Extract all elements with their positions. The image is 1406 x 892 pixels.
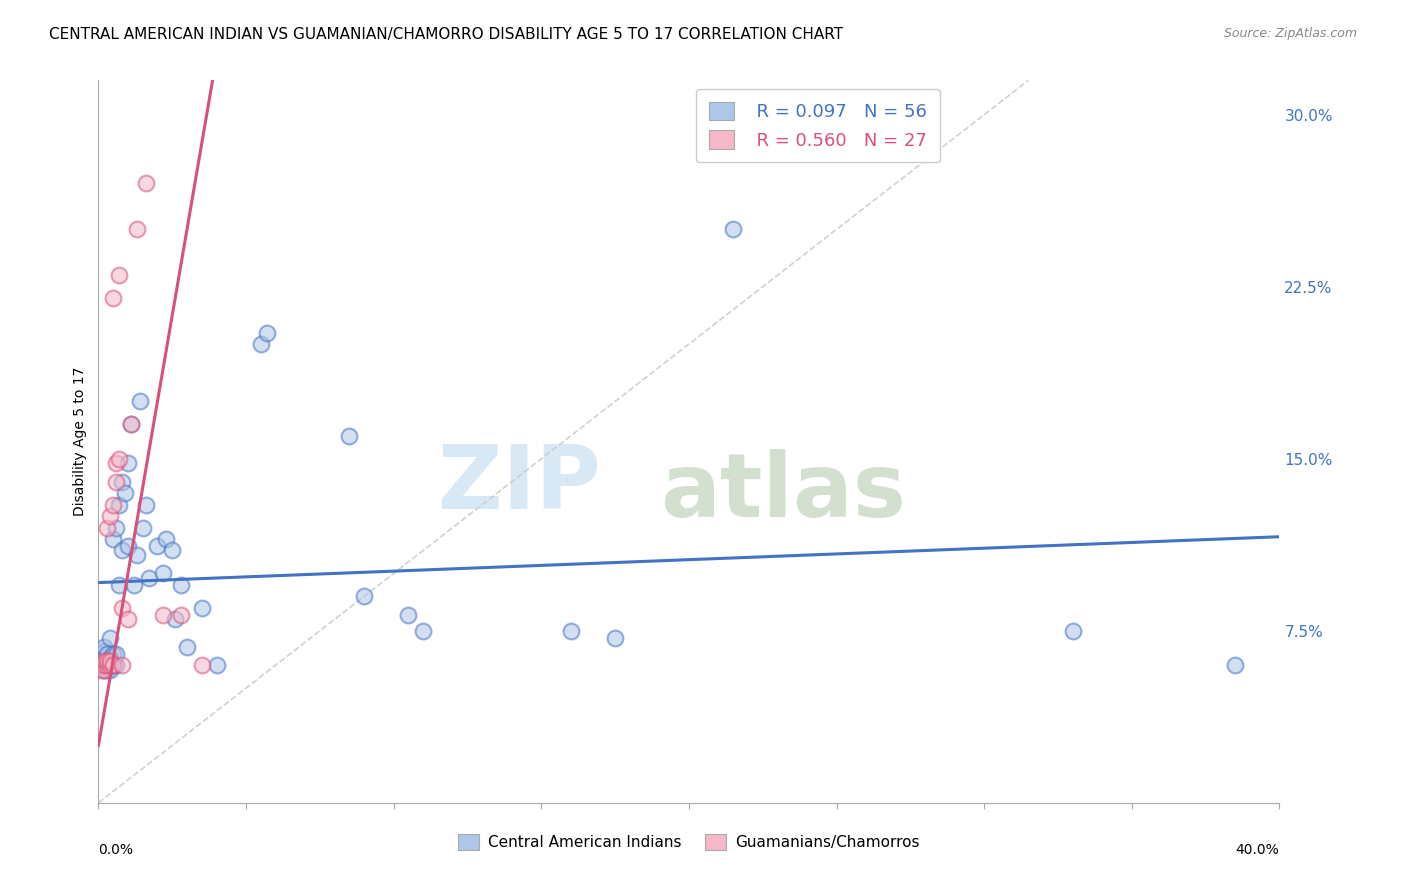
Point xyxy=(176,640,198,654)
Point xyxy=(111,600,134,615)
Point xyxy=(256,326,278,340)
Point xyxy=(103,658,125,673)
Point xyxy=(155,532,177,546)
Point xyxy=(250,337,273,351)
Point xyxy=(98,663,121,677)
Point xyxy=(93,658,115,673)
Point xyxy=(117,539,139,553)
Point xyxy=(205,658,228,673)
Point xyxy=(723,222,745,236)
Point xyxy=(191,658,214,673)
Point xyxy=(125,222,148,236)
Point xyxy=(170,578,193,592)
Point xyxy=(111,475,134,489)
Text: ZIP: ZIP xyxy=(437,442,600,528)
Point xyxy=(108,578,131,592)
Text: 40.0%: 40.0% xyxy=(1236,843,1279,856)
Point xyxy=(96,654,118,668)
Point xyxy=(152,607,174,622)
Point xyxy=(93,654,115,668)
Point xyxy=(111,543,134,558)
Point xyxy=(114,486,136,500)
Point xyxy=(1062,624,1084,638)
Point xyxy=(96,520,118,534)
Point xyxy=(105,456,128,470)
Point xyxy=(96,654,118,668)
Point xyxy=(111,658,134,673)
Point xyxy=(98,651,121,665)
Point xyxy=(560,624,582,638)
Point xyxy=(132,520,155,534)
Text: 0.0%: 0.0% xyxy=(98,843,134,856)
Point xyxy=(1225,658,1247,673)
Point xyxy=(103,498,125,512)
Point xyxy=(353,590,375,604)
Point xyxy=(96,663,118,677)
Point xyxy=(165,612,187,626)
Point xyxy=(117,456,139,470)
Point xyxy=(108,451,131,466)
Point xyxy=(162,543,183,558)
Point xyxy=(93,644,115,658)
Point xyxy=(339,429,361,443)
Point xyxy=(128,394,150,409)
Point xyxy=(93,651,115,665)
Point xyxy=(412,624,434,638)
Point xyxy=(152,566,174,581)
Point xyxy=(90,647,112,661)
Legend: Central American Indians, Guamanians/Chamorros: Central American Indians, Guamanians/Cha… xyxy=(451,829,927,856)
Point xyxy=(170,607,193,622)
Point xyxy=(98,509,121,524)
Point xyxy=(105,475,128,489)
Point xyxy=(108,498,131,512)
Point xyxy=(103,532,125,546)
Point xyxy=(96,658,118,673)
Point xyxy=(135,498,157,512)
Point xyxy=(96,658,118,673)
Point xyxy=(103,658,125,673)
Text: atlas: atlas xyxy=(661,449,907,535)
Point xyxy=(138,571,160,585)
Point xyxy=(105,520,128,534)
Text: Source: ZipAtlas.com: Source: ZipAtlas.com xyxy=(1223,27,1357,40)
Point xyxy=(105,647,128,661)
Point xyxy=(605,631,627,645)
Point xyxy=(93,658,115,673)
Point xyxy=(117,612,139,626)
Point xyxy=(98,658,121,673)
Point xyxy=(90,654,112,668)
Point xyxy=(90,658,112,673)
Y-axis label: Disability Age 5 to 17: Disability Age 5 to 17 xyxy=(73,367,87,516)
Point xyxy=(90,658,112,673)
Point xyxy=(191,600,214,615)
Point xyxy=(98,631,121,645)
Point xyxy=(98,654,121,668)
Point xyxy=(125,548,148,562)
Point xyxy=(90,663,112,677)
Point xyxy=(93,663,115,677)
Point xyxy=(108,268,131,283)
Point xyxy=(103,647,125,661)
Point xyxy=(120,417,142,432)
Point xyxy=(146,539,169,553)
Point xyxy=(98,658,121,673)
Point xyxy=(96,647,118,661)
Point xyxy=(122,578,145,592)
Point xyxy=(93,640,115,654)
Point xyxy=(135,177,157,191)
Point xyxy=(93,663,115,677)
Point xyxy=(398,607,420,622)
Point xyxy=(120,417,142,432)
Point xyxy=(105,658,128,673)
Point xyxy=(103,291,125,305)
Text: CENTRAL AMERICAN INDIAN VS GUAMANIAN/CHAMORRO DISABILITY AGE 5 TO 17 CORRELATION: CENTRAL AMERICAN INDIAN VS GUAMANIAN/CHA… xyxy=(49,27,844,42)
